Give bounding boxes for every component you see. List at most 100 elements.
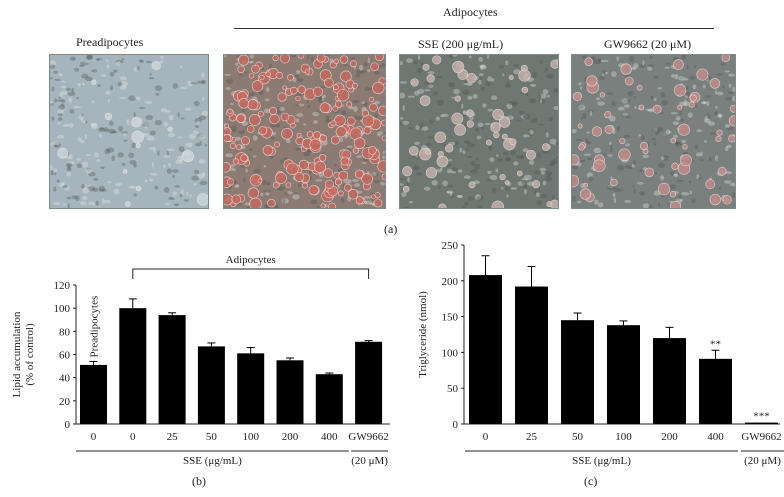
lipid-droplet [591, 126, 603, 137]
cell-speck [681, 139, 687, 144]
cell-speck [245, 168, 248, 173]
cell-speck [513, 69, 521, 75]
cell-speck [511, 101, 518, 108]
cell-speck [195, 125, 199, 128]
cell-speck [307, 104, 311, 109]
cell-speck [66, 167, 72, 172]
cell-speck [731, 192, 735, 198]
x-tick-label: GW9662 [741, 431, 781, 443]
lipid-droplet [151, 60, 161, 71]
cell-speck [121, 162, 126, 166]
cell-speck [508, 101, 516, 106]
cell-speck [51, 116, 55, 121]
lipid-droplet [728, 115, 735, 127]
cell-speck [196, 173, 205, 179]
cell-speck [294, 147, 303, 151]
y-tick-label: 50 [447, 383, 459, 395]
cell-speck [542, 149, 549, 155]
cell-speck [106, 129, 110, 132]
cell-speck [247, 92, 256, 96]
cell-speck [681, 55, 686, 60]
cell-speck [523, 113, 531, 120]
cell-speck [50, 165, 53, 170]
lipid-droplet [302, 182, 308, 189]
lipid-droplet [350, 60, 357, 68]
cell-speck [680, 118, 685, 122]
cell-speck [506, 81, 510, 87]
cell-speck [274, 205, 279, 208]
cell-speck [117, 81, 123, 87]
adipocytes-micrograph [223, 54, 386, 209]
cell-speck [90, 122, 97, 127]
cell-speck [553, 105, 558, 111]
cell-speck [545, 175, 553, 182]
cell-speck [50, 76, 53, 80]
lipid-droplet [452, 60, 465, 73]
lipid-droplet [454, 124, 466, 136]
y-tick-label: 80 [59, 326, 71, 338]
cell-speck [593, 199, 599, 205]
cell-speck [728, 91, 734, 95]
cell-speck [539, 93, 547, 99]
cell-speck [103, 127, 108, 133]
y-axis-label: Triglyceride (nmol) [417, 291, 429, 378]
lipid-droplet [715, 135, 722, 143]
cell-speck [81, 161, 89, 168]
cell-speck [364, 200, 373, 205]
panel-a-header: Adipocytes [443, 5, 498, 19]
cell-speck [732, 86, 735, 92]
cell-speck [583, 153, 591, 156]
cell-speck [112, 69, 118, 73]
cell-speck [657, 202, 661, 207]
lipid-droplet [586, 75, 598, 87]
cell-speck [478, 79, 482, 85]
cell-speck [487, 76, 492, 82]
cell-speck [138, 59, 143, 62]
lipid-droplet [131, 130, 144, 144]
cell-speck [71, 195, 78, 199]
cell-speck [154, 119, 163, 126]
cell-speck [633, 63, 639, 70]
cell-speck [485, 80, 491, 87]
cell-speck [532, 71, 537, 78]
cell-speck [95, 200, 99, 206]
cell-speck [447, 159, 453, 162]
cell-speck [522, 148, 529, 153]
cell-speck [699, 158, 704, 161]
cell-speck [679, 101, 687, 106]
cell-speck [495, 168, 499, 173]
cell-speck [465, 148, 469, 151]
lipid-droplet [673, 59, 684, 70]
cell-speck [476, 196, 484, 201]
lipid-droplet [330, 135, 340, 145]
cell-speck [201, 72, 205, 79]
cell-speck [109, 120, 114, 126]
cell-speck [463, 82, 472, 86]
cell-speck [56, 109, 65, 115]
cell-speck [467, 143, 476, 148]
cell-speck [118, 96, 127, 99]
bar [80, 364, 107, 424]
lipid-droplet [335, 126, 347, 138]
cell-speck [703, 114, 711, 119]
cell-speck [448, 55, 452, 58]
cell-speck [604, 71, 609, 75]
cell-speck [280, 159, 284, 164]
lipid-droplet [251, 80, 264, 92]
cell-speck [52, 141, 60, 146]
cell-speck [674, 173, 678, 178]
cell-speck [281, 198, 289, 204]
cell-speck [726, 144, 732, 149]
bar [158, 315, 186, 424]
cell-speck [50, 100, 53, 107]
cell-speck [718, 113, 723, 119]
cell-speck [579, 159, 586, 163]
cell-speck [631, 164, 635, 169]
cell-speck [172, 83, 179, 89]
cell-speck [84, 134, 88, 140]
cell-speck [312, 111, 320, 117]
cell-speck [606, 92, 614, 95]
lipid-droplet [227, 178, 235, 186]
lipid-droplet [689, 94, 697, 102]
cell-speck [496, 154, 499, 158]
